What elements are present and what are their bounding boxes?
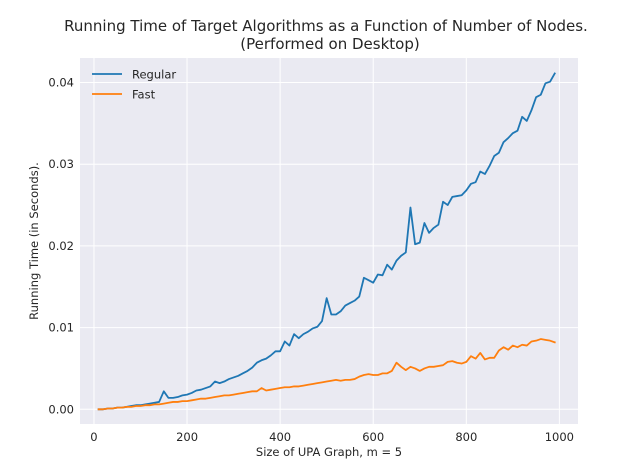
y-tick-label: 0.00 xyxy=(48,402,74,416)
plot-area xyxy=(80,58,578,424)
y-tick-label: 0.03 xyxy=(48,157,74,171)
grid-lines xyxy=(80,58,578,424)
x-tick-label: 400 xyxy=(269,430,291,444)
y-tick-label: 0.02 xyxy=(48,239,74,253)
legend-fast-label: Fast xyxy=(132,88,156,102)
chart-title: Running Time of Target Algorithms as a F… xyxy=(64,17,588,35)
x-tick-label: 200 xyxy=(176,430,198,444)
series-line-fast xyxy=(97,338,556,411)
x-tick-label: 1000 xyxy=(545,430,574,444)
y-axis-label: Running Time (in Seconds). xyxy=(27,162,41,320)
x-axis-label: Size of UPA Graph, m = 5 xyxy=(256,445,402,459)
series-lines xyxy=(97,72,556,411)
x-tick-label: 800 xyxy=(455,430,477,444)
y-tick-label: 0.01 xyxy=(48,321,74,335)
chart-subtitle: (Performed on Desktop) xyxy=(240,35,419,53)
x-tick-label: 600 xyxy=(362,430,384,444)
y-tick-label: 0.04 xyxy=(48,76,74,90)
series-line-regular xyxy=(97,72,556,411)
tick-labels: 0 200 400 600 800 1000 0.00 0.01 0.02 0.03 0.04 xyxy=(48,76,574,444)
legend: Regular Fast xyxy=(92,68,176,102)
x-tick-label: 0 xyxy=(90,430,97,444)
legend-regular-label: Regular xyxy=(132,68,176,82)
